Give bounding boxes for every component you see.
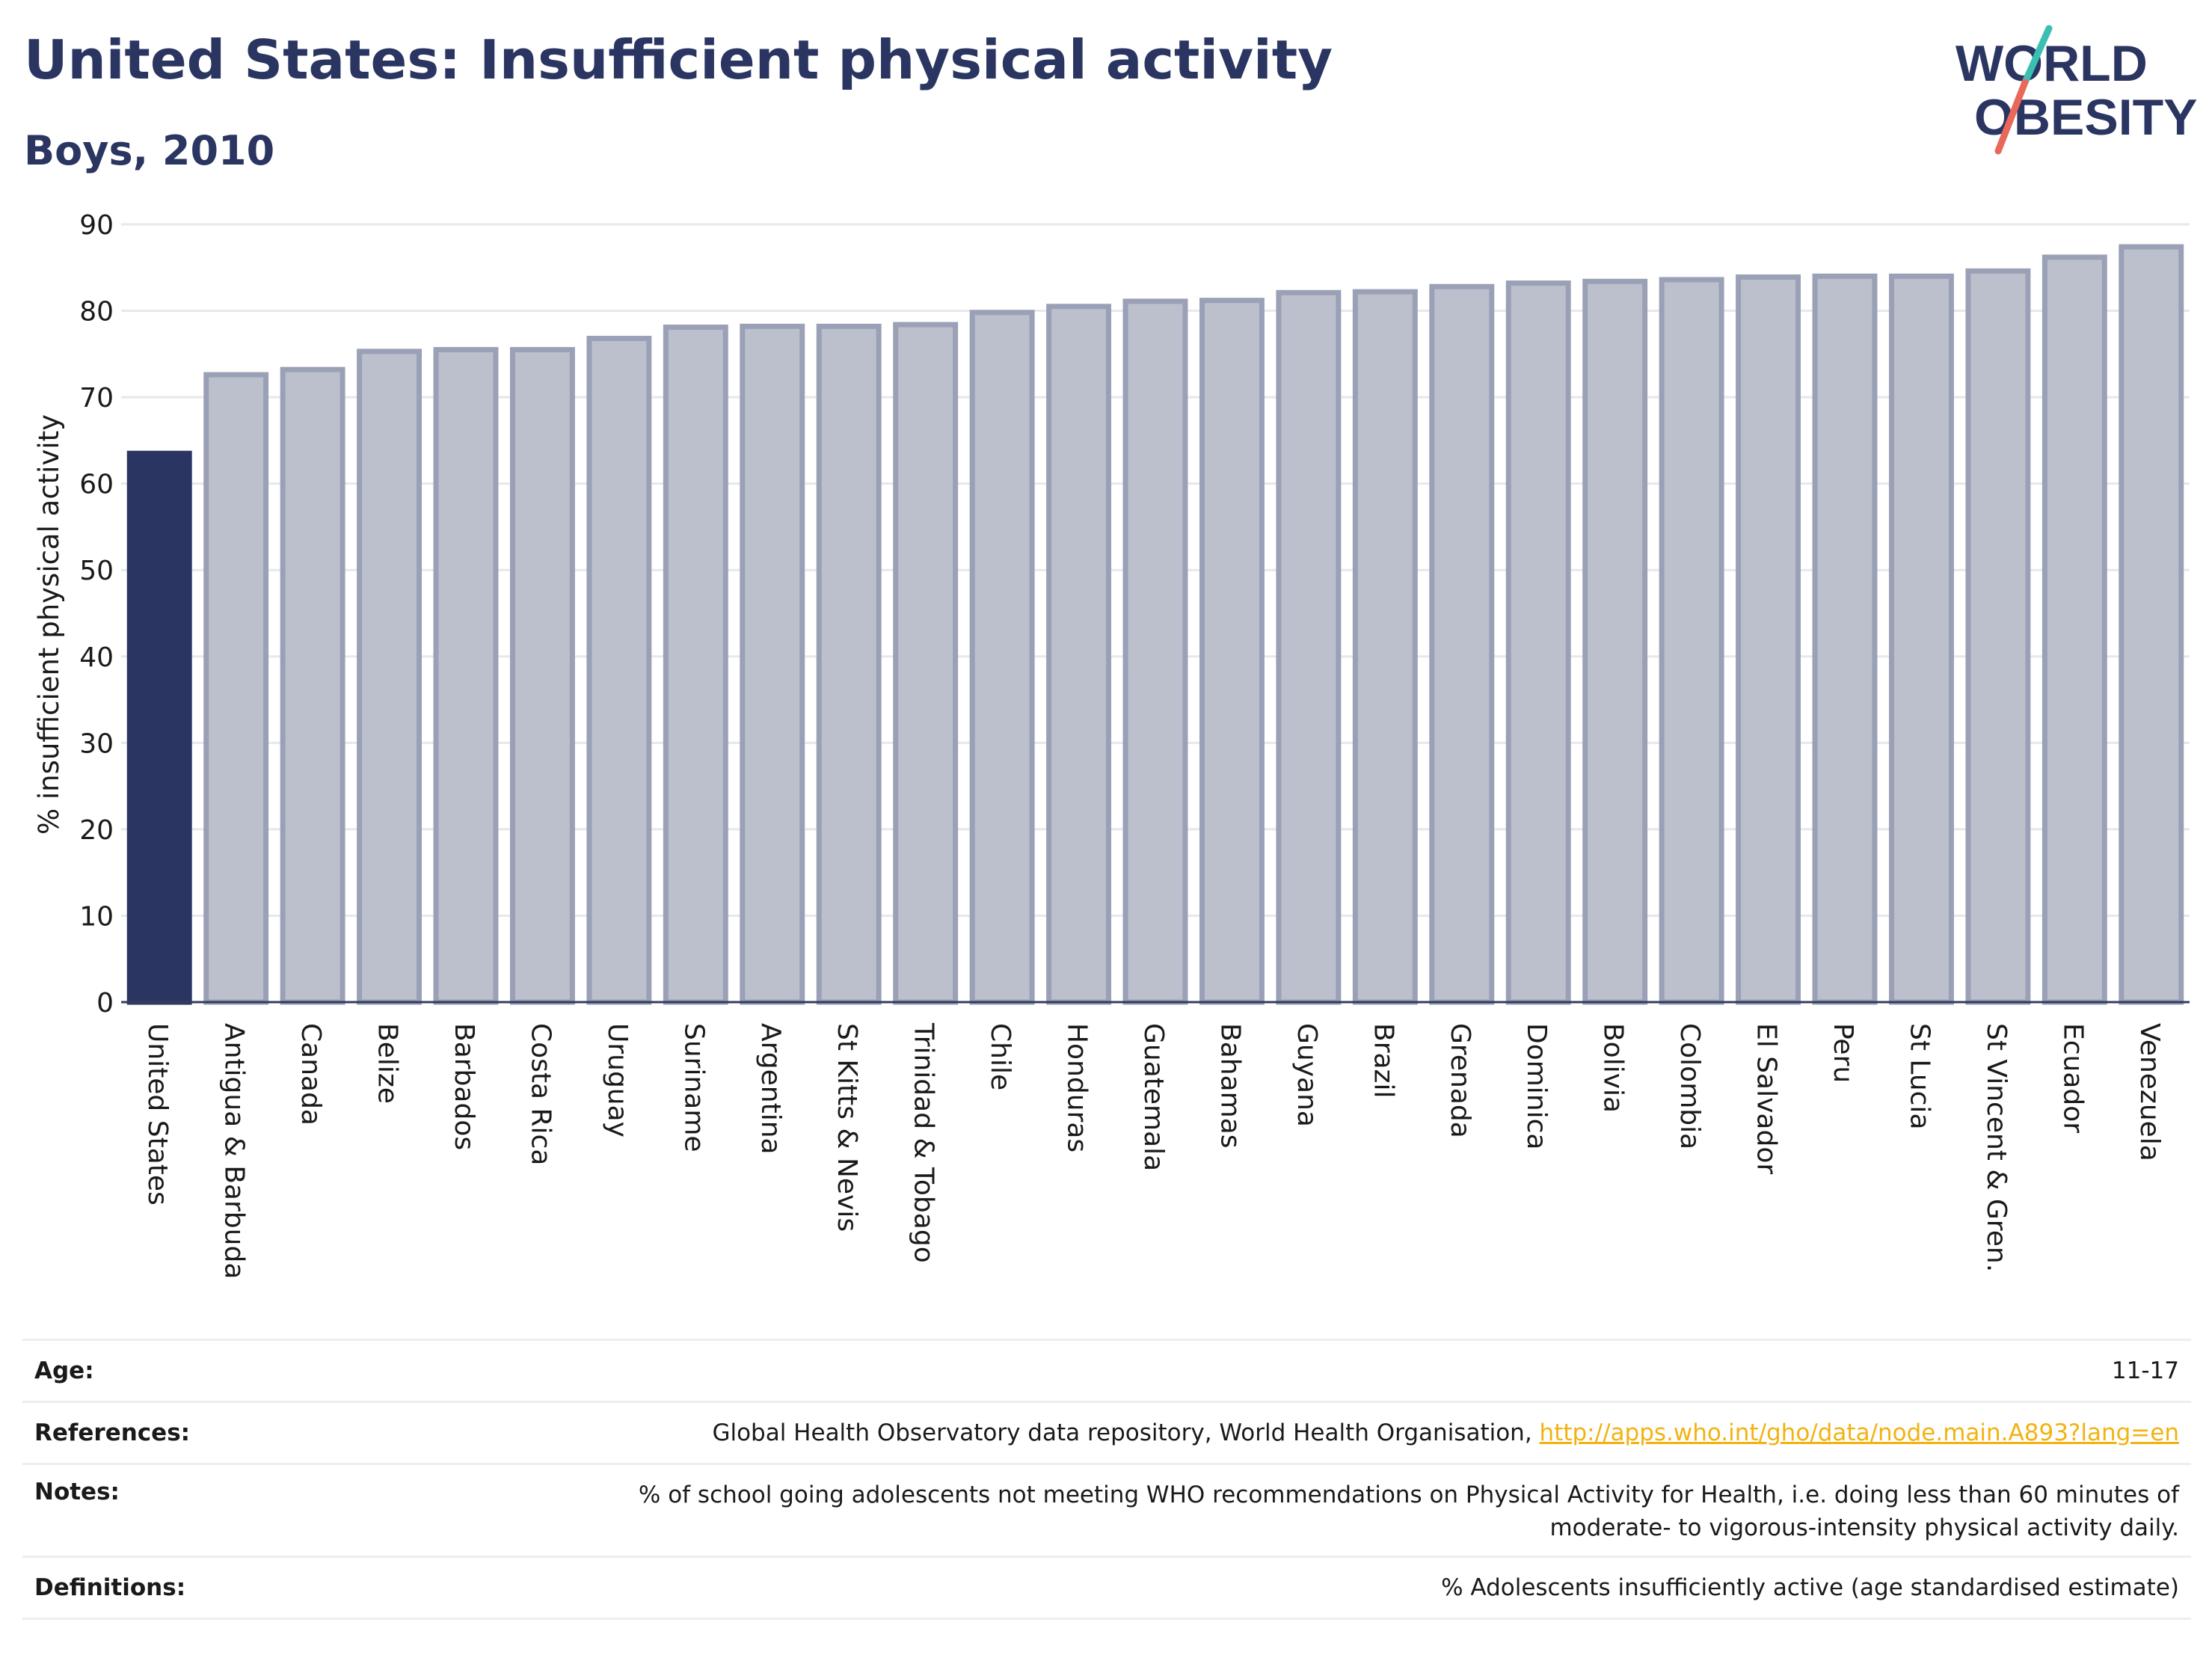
bar-chart: 0 10 20 30 40 50 60 70 80 90 United States Antigua… bbox=[33, 210, 2190, 1279]
x-tick-label: Brazil bbox=[1368, 1023, 1398, 1098]
x-tick-label: Guatemala bbox=[1138, 1023, 1169, 1171]
chart-subtitle: Boys, 2010 bbox=[24, 127, 275, 174]
x-tick-label: Trinidad & Tobago bbox=[909, 1022, 939, 1263]
bar-dominica bbox=[1505, 280, 1571, 1005]
bar-costa-rica bbox=[509, 347, 575, 1005]
references-text: Global Health Observatory data repositor… bbox=[712, 1419, 1540, 1446]
x-tick-label: St Vincent & Gren. bbox=[1981, 1023, 2012, 1272]
logo-text-world: WORLD bbox=[1956, 35, 2148, 92]
y-tick-label: 50 bbox=[79, 556, 114, 586]
x-tick-label: St Lucia bbox=[1904, 1023, 1935, 1130]
references-value: Global Health Observatory data repositor… bbox=[712, 1416, 2191, 1449]
x-tick-label: Grenada bbox=[1445, 1023, 1475, 1138]
y-axis-title: % insufficient physical activity bbox=[33, 414, 65, 835]
y-tick-label: 90 bbox=[79, 210, 114, 241]
bar-bolivia bbox=[1582, 278, 1648, 1005]
notes-value: % of school going adolescents not meetin… bbox=[639, 1479, 2191, 1544]
x-tick-label: Bahamas bbox=[1214, 1023, 1245, 1149]
age-label: Age: bbox=[34, 1357, 94, 1384]
y-tick-label: 40 bbox=[79, 642, 114, 673]
bar-el-salvador bbox=[1736, 274, 1801, 1005]
notes-line1: % of school going adolescents not meetin… bbox=[638, 1481, 2179, 1508]
bar-antigua-barbuda bbox=[203, 372, 269, 1005]
x-axis-labels: United States Antigua & Barbuda Canada Beli… bbox=[142, 1022, 2165, 1279]
x-tick-label: Canada bbox=[295, 1023, 326, 1126]
bar-uruguay bbox=[586, 336, 652, 1005]
x-tick-label: Barbados bbox=[449, 1023, 479, 1150]
info-table: Age: 11-17 References: Global Health Obs… bbox=[22, 1339, 2191, 1620]
bars bbox=[126, 244, 2184, 1005]
x-tick-label: Chile bbox=[985, 1023, 1016, 1090]
chart-title: United States: Insufficient physical act… bbox=[24, 28, 1333, 91]
bar-belize bbox=[357, 348, 423, 1005]
bar-peru bbox=[1812, 273, 1878, 1005]
bar-ecuador bbox=[2042, 254, 2107, 1005]
bar-guatemala bbox=[1122, 298, 1188, 1005]
y-tick-label: 30 bbox=[79, 728, 114, 759]
y-tick-label: 70 bbox=[79, 383, 114, 414]
bar-st-kitts-nevis bbox=[816, 323, 882, 1005]
bar-guyana bbox=[1276, 289, 1342, 1005]
x-tick-label: Belize bbox=[372, 1023, 403, 1104]
x-tick-label: El Salvador bbox=[1751, 1023, 1782, 1174]
bar-united-states bbox=[126, 450, 192, 1005]
y-tick-label: 10 bbox=[79, 901, 114, 932]
x-tick-label: Antigua & Barbuda bbox=[219, 1023, 250, 1279]
bar-colombia bbox=[1659, 277, 1724, 1005]
definitions-value: % Adolescents insufficiently active (age… bbox=[1441, 1574, 2179, 1601]
bar-grenada bbox=[1429, 283, 1495, 1005]
bar-st-lucia bbox=[1888, 273, 1954, 1005]
x-tick-label: Peru bbox=[1828, 1023, 1858, 1083]
x-tick-label: Ecuador bbox=[2057, 1023, 2088, 1133]
bar-trinidad-tobago bbox=[893, 322, 959, 1005]
x-tick-label: Venezuela bbox=[2134, 1023, 2165, 1161]
bar-chile bbox=[969, 310, 1035, 1005]
bar-canada bbox=[280, 366, 345, 1005]
bar-st-vincent-gren- bbox=[1965, 268, 2031, 1005]
bar-honduras bbox=[1046, 304, 1112, 1005]
references-link[interactable]: http://apps.who.int/gho/data/node.main.A… bbox=[1539, 1419, 2179, 1446]
bar-suriname bbox=[663, 325, 728, 1005]
world-obesity-logo: WORLD OBESITY bbox=[1956, 25, 2198, 155]
age-value: 11-17 bbox=[2111, 1357, 2179, 1384]
logo-slash-teal bbox=[2021, 25, 2053, 86]
info-row-definitions: Definitions: % Adolescents insufficientl… bbox=[22, 1556, 2191, 1620]
x-tick-label: Honduras bbox=[1062, 1023, 1093, 1152]
bar-barbados bbox=[433, 347, 499, 1005]
bar-bahamas bbox=[1199, 298, 1265, 1005]
x-tick-label: Bolivia bbox=[1598, 1023, 1629, 1113]
bar-brazil bbox=[1352, 289, 1418, 1005]
notes-line2: moderate- to vigorous-intensity physical… bbox=[1549, 1514, 2179, 1541]
x-tick-label: United States bbox=[142, 1023, 173, 1206]
bar-argentina bbox=[740, 323, 805, 1005]
x-tick-label: Guyana bbox=[1291, 1023, 1322, 1127]
y-tick-label: 80 bbox=[79, 297, 114, 328]
definitions-label: Definitions: bbox=[34, 1574, 186, 1601]
bar-venezuela bbox=[2119, 244, 2184, 1005]
x-tick-label: Argentina bbox=[755, 1023, 786, 1155]
x-tick-label: Dominica bbox=[1521, 1023, 1552, 1150]
x-tick-label: Colombia bbox=[1674, 1023, 1705, 1149]
info-row-notes: Notes: % of school going adolescents not… bbox=[22, 1463, 2191, 1556]
y-tick-label: 0 bbox=[96, 988, 114, 1019]
x-tick-label: Uruguay bbox=[602, 1023, 633, 1137]
info-row-age: Age: 11-17 bbox=[22, 1339, 2191, 1401]
y-tick-label: 20 bbox=[79, 815, 114, 846]
y-axis-ticks: 0 10 20 30 40 50 60 70 80 90 bbox=[79, 210, 114, 1019]
x-tick-label: Costa Rica bbox=[525, 1023, 556, 1165]
x-tick-label: St Kitts & Nevis bbox=[832, 1023, 862, 1232]
y-tick-label: 60 bbox=[79, 470, 114, 500]
logo-slash-coral bbox=[1994, 79, 2029, 155]
info-row-references: References: Global Health Observatory da… bbox=[22, 1401, 2191, 1463]
references-label: References: bbox=[34, 1419, 191, 1446]
x-tick-label: Suriname bbox=[678, 1023, 709, 1152]
notes-label: Notes: bbox=[34, 1479, 120, 1505]
